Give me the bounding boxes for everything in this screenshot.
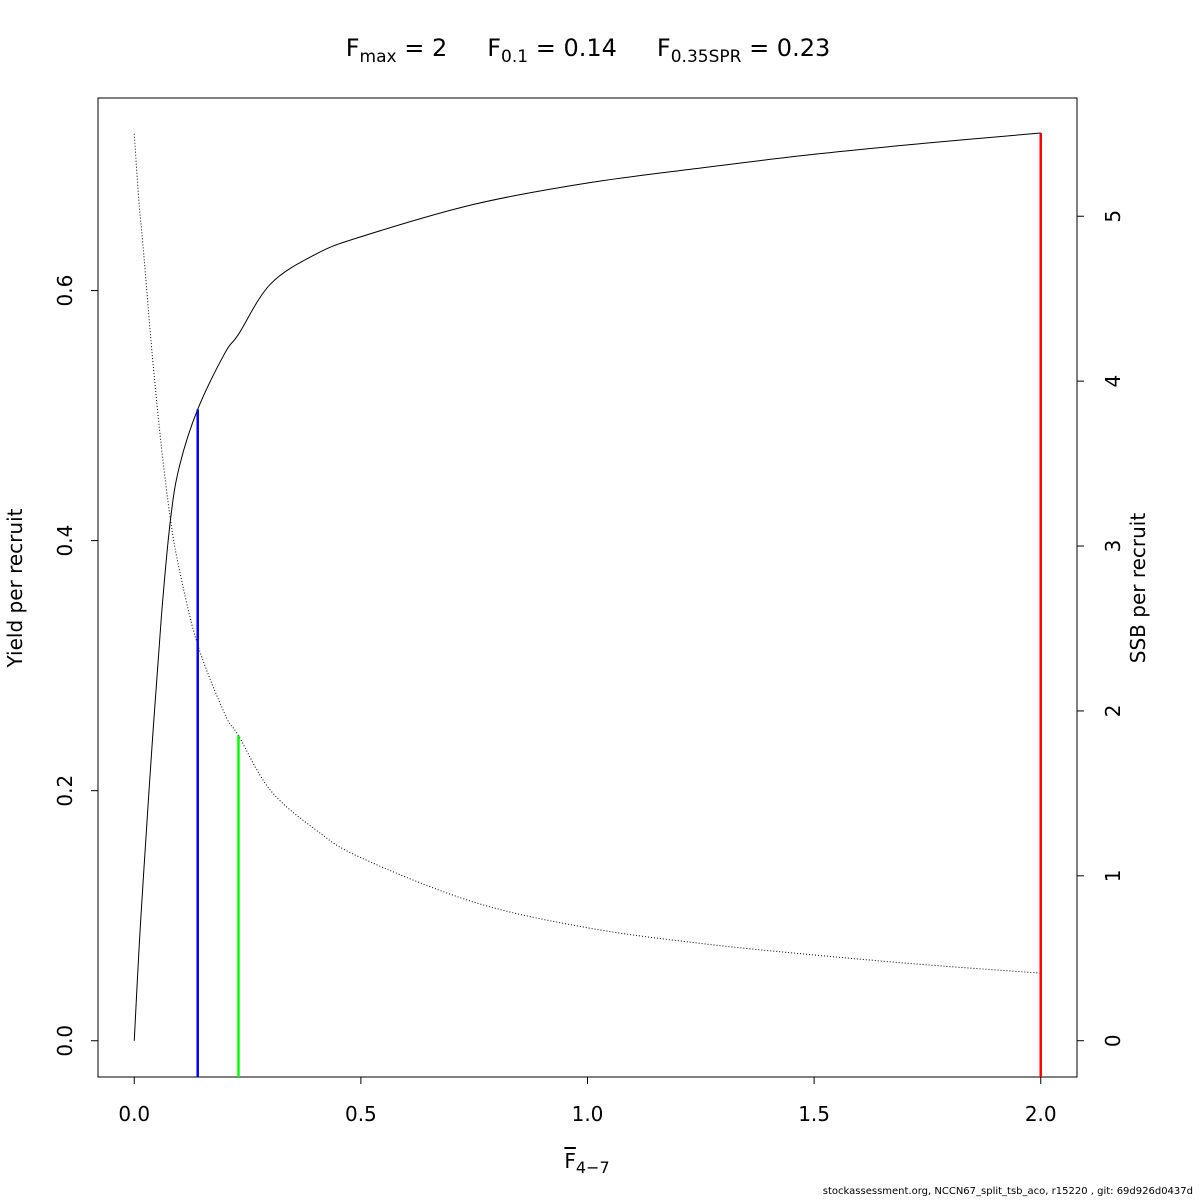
x-axis-subscript: 4−7 [576, 1158, 610, 1177]
y2-tick-label: 4 [1101, 375, 1125, 388]
title-symbol: F [487, 34, 501, 62]
title-subscript: max [360, 47, 397, 67]
y-tick-label: 0.6 [53, 275, 77, 307]
y2-tick-label: 3 [1101, 540, 1125, 553]
curve [133, 132, 1041, 1041]
title-value: = 0.14 [528, 34, 617, 62]
footnote: stockassessment.org, NCCN67_split_tsb_ac… [823, 1186, 1193, 1197]
y2-tick-label: 0 [1101, 1034, 1125, 1047]
x-tick-label: 0.5 [345, 1102, 377, 1126]
y2-tick-label: 2 [1101, 705, 1125, 718]
title-symbol: F [657, 34, 671, 62]
y2-tick-label: 5 [1101, 210, 1125, 223]
x-tick-label: 1.5 [798, 1102, 830, 1126]
y2-tick-label: 1 [1101, 869, 1125, 882]
x-axis-title: F4−7 [564, 1149, 609, 1177]
y-tick-label: 0.4 [53, 525, 77, 557]
y-axis-title: Yield per recruit [3, 508, 27, 668]
x-tick-label: 0.0 [118, 1102, 150, 1126]
title-symbol: F [346, 34, 360, 62]
title-subscript: 0.35SPR [671, 47, 742, 67]
y-tick-label: 0.2 [53, 775, 77, 807]
plot-frame [97, 97, 1078, 1078]
title-subscript: 0.1 [501, 47, 528, 67]
chart-title: Fmax = 2 F0.1 = 0.14 F0.35SPR = 0.23 [346, 34, 831, 67]
title-value: = 0.23 [741, 34, 830, 62]
x-tick-label: 1.0 [572, 1102, 604, 1126]
x-axis-symbol: F [564, 1149, 576, 1173]
y-tick-label: 0.0 [53, 1025, 77, 1057]
y2-axis-title: SSB per recruit [1126, 513, 1150, 664]
x-tick-label: 2.0 [1025, 1102, 1057, 1126]
title-value: = 2 [397, 34, 448, 62]
curve [133, 133, 1041, 974]
